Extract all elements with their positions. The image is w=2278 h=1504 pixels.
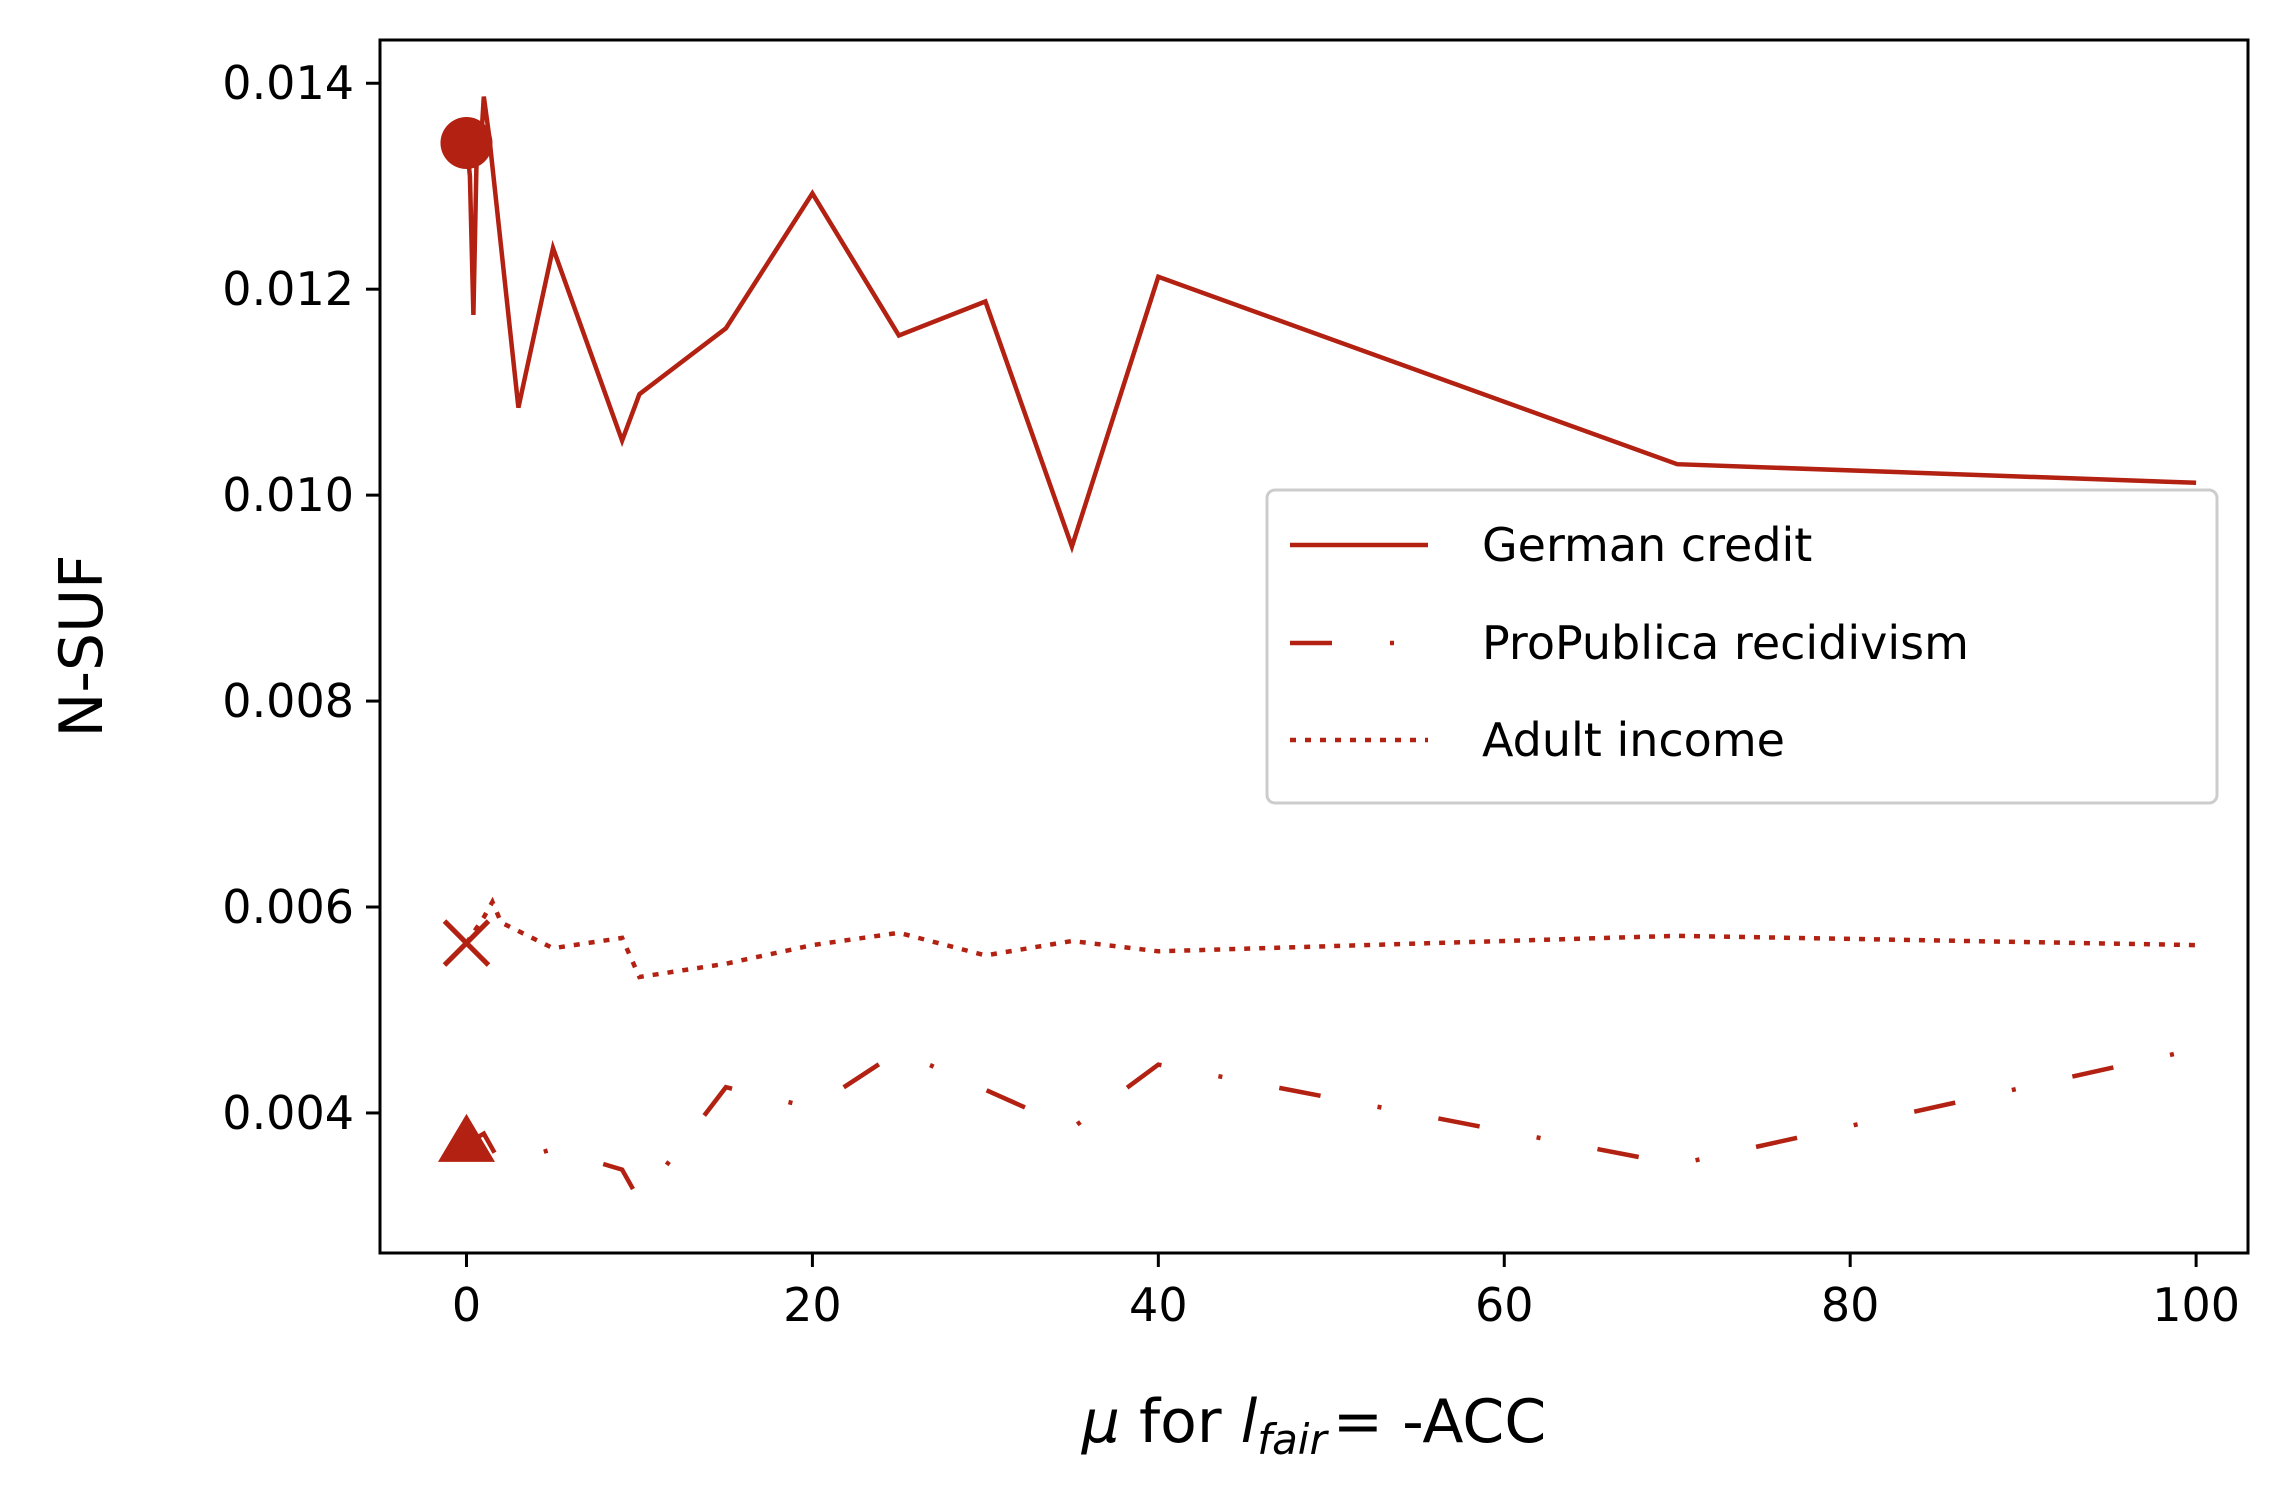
plot-frame [378, 38, 2250, 1255]
x-axis: 0 20 40 60 80 100 [452, 1253, 2240, 1332]
plot-area [437, 96, 2197, 1205]
x-tick-label: 20 [783, 1278, 842, 1332]
x-axis-title: μ for lfair = -ACC [1081, 1387, 1546, 1464]
series-line-2 [464, 896, 2197, 980]
legend-box [1265, 488, 2219, 805]
series-marker-0 [440, 116, 493, 169]
x-tick-label: 60 [1475, 1278, 1534, 1332]
x-tick-label: 40 [1129, 1278, 1188, 1332]
legend-label-german: German credit [1482, 518, 1812, 572]
legend: German credit ProPublica recidivism Adul… [1265, 488, 2219, 805]
y-tick-label: 0.012 [222, 262, 354, 316]
x-tick-label: 0 [452, 1278, 481, 1332]
x-tick-label: 100 [2152, 1278, 2240, 1332]
y-tick-label: 0.008 [222, 674, 354, 728]
y-tick-label: 0.004 [222, 1086, 354, 1140]
y-tick-label: 0.006 [222, 880, 354, 934]
legend-label-adult: Adult income [1482, 713, 1785, 767]
series-line-0 [464, 96, 2197, 554]
series-marker-2 [442, 919, 491, 967]
y-tick-label: 0.010 [222, 468, 354, 522]
y-axis-title: N-SUF [47, 554, 117, 737]
legend-label-propublica: ProPublica recidivism [1482, 616, 1969, 670]
y-axis: 0.004 0.006 0.008 0.010 0.012 0.014 [222, 56, 380, 1140]
x-tick-label: 80 [1821, 1278, 1880, 1332]
y-tick-label: 0.014 [222, 56, 354, 110]
series-line-1 [465, 1046, 2197, 1205]
series-marker-1 [437, 1113, 495, 1162]
